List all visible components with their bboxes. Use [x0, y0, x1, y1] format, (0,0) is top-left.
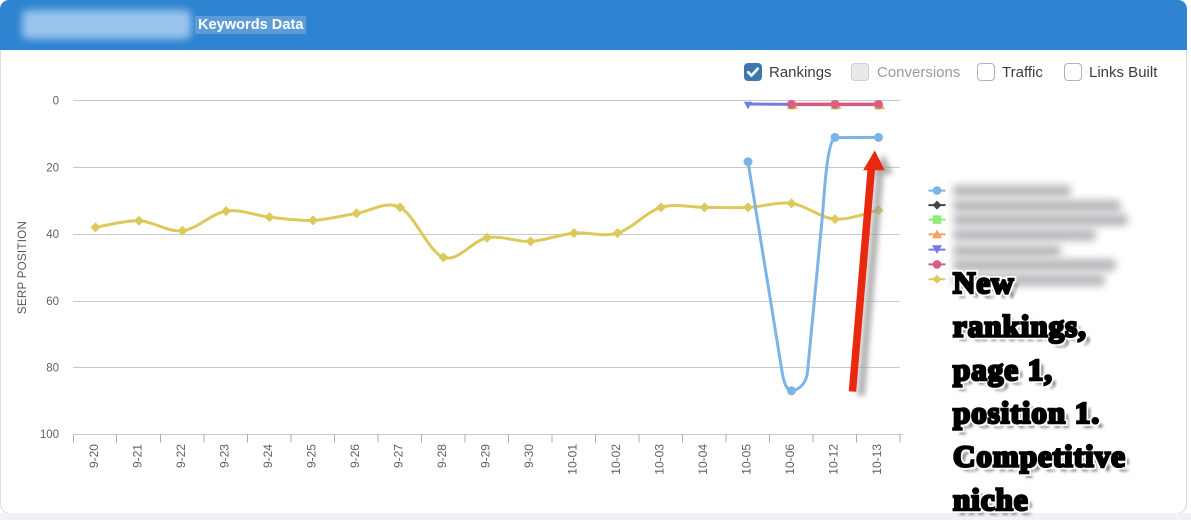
svg-text:niche: niche	[953, 482, 1029, 517]
svg-text:9-21: 9-21	[131, 444, 145, 468]
svg-text:9-24: 9-24	[261, 444, 275, 468]
svg-text:10-02: 10-02	[609, 444, 623, 475]
svg-text:10-13: 10-13	[870, 444, 884, 475]
svg-text:40: 40	[46, 229, 59, 241]
svg-text:9-27: 9-27	[392, 444, 406, 468]
svg-text:10-03: 10-03	[653, 444, 667, 475]
svg-text:80: 80	[46, 363, 59, 375]
svg-text:rankings,: rankings,	[958, 313, 1092, 348]
svg-text:10-04: 10-04	[696, 444, 710, 475]
svg-text:10-12: 10-12	[827, 444, 841, 475]
svg-text:100: 100	[40, 429, 59, 441]
svg-text:New: New	[953, 265, 1015, 300]
svg-text:0: 0	[53, 96, 59, 108]
svg-text:20: 20	[46, 163, 59, 175]
svg-text:position 1.: position 1.	[958, 400, 1105, 435]
svg-text:Competitive: Competitive	[953, 439, 1126, 474]
svg-text:Competitive: Competitive	[958, 443, 1131, 478]
svg-text:60: 60	[46, 296, 59, 308]
svg-text:rankings,: rankings,	[953, 308, 1087, 343]
svg-text:9-20: 9-20	[87, 444, 101, 468]
svg-text:niche: niche	[958, 487, 1034, 520]
svg-text:page 1,: page 1,	[953, 352, 1053, 387]
svg-text:9-23: 9-23	[218, 444, 232, 468]
svg-text:9-28: 9-28	[435, 444, 449, 468]
svg-text:page 1,: page 1,	[958, 357, 1058, 392]
svg-text:niche: niche	[953, 482, 1029, 517]
svg-text:New: New	[958, 270, 1020, 305]
svg-text:10-05: 10-05	[740, 444, 754, 475]
svg-text:10-01: 10-01	[566, 444, 580, 475]
svg-text:9-25: 9-25	[305, 444, 319, 468]
svg-text:position 1.: position 1.	[953, 395, 1100, 430]
svg-text:10-06: 10-06	[783, 444, 797, 475]
svg-text:rankings,: rankings,	[953, 308, 1087, 343]
svg-text:9-29: 9-29	[479, 444, 493, 468]
svg-text:9-22: 9-22	[174, 444, 188, 468]
svg-text:Competitive: Competitive	[953, 439, 1126, 474]
svg-text:9-30: 9-30	[522, 444, 536, 468]
svg-text:9-26: 9-26	[348, 444, 362, 468]
svg-text:page 1,: page 1,	[953, 352, 1053, 387]
svg-text:SERP POSITION: SERP POSITION	[17, 221, 29, 314]
svg-text:New: New	[953, 265, 1015, 300]
svg-text:position 1.: position 1.	[953, 395, 1100, 430]
